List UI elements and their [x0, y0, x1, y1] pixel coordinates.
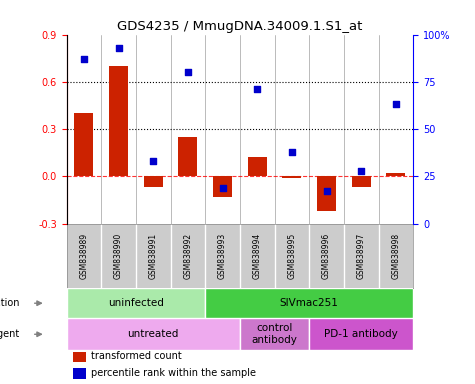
Point: [149, 158, 157, 164]
Point: [80, 56, 88, 62]
Point: [323, 189, 331, 195]
Bar: [109, 66, 128, 176]
Bar: [213, 176, 232, 197]
Point: [358, 167, 365, 174]
Text: uninfected: uninfected: [108, 298, 164, 308]
Bar: [247, 157, 267, 176]
Text: SIVmac251: SIVmac251: [280, 298, 339, 308]
Bar: [352, 176, 371, 187]
Text: GSM838991: GSM838991: [149, 233, 158, 279]
Text: percentile rank within the sample: percentile rank within the sample: [91, 368, 256, 378]
Bar: [386, 173, 406, 176]
Point: [254, 86, 261, 93]
Text: GSM838997: GSM838997: [357, 233, 366, 279]
Bar: [178, 137, 198, 176]
Bar: [66, 318, 240, 351]
Text: GSM838990: GSM838990: [114, 233, 123, 279]
Text: PD-1 antibody: PD-1 antibody: [324, 329, 398, 339]
Text: GSM838995: GSM838995: [287, 233, 296, 279]
Text: GSM838998: GSM838998: [391, 233, 400, 279]
Bar: [317, 176, 336, 211]
Text: GSM838992: GSM838992: [183, 233, 192, 279]
Bar: [143, 176, 163, 187]
Point: [218, 185, 227, 191]
Text: transformed count: transformed count: [91, 351, 181, 361]
Bar: [74, 368, 86, 379]
Text: GSM838993: GSM838993: [218, 233, 227, 279]
Bar: [205, 288, 413, 318]
Point: [184, 69, 192, 75]
Point: [392, 101, 400, 108]
Title: GDS4235 / MmugDNA.34009.1.S1_at: GDS4235 / MmugDNA.34009.1.S1_at: [117, 20, 362, 33]
Point: [288, 149, 295, 155]
Text: infection: infection: [0, 298, 19, 308]
Text: GSM838994: GSM838994: [253, 233, 262, 279]
Text: GSM838989: GSM838989: [79, 233, 88, 279]
Text: untreated: untreated: [127, 329, 179, 339]
Bar: [282, 176, 302, 178]
Bar: [309, 318, 413, 351]
Text: control
antibody: control antibody: [252, 323, 297, 345]
Point: [115, 45, 123, 51]
Text: GSM838996: GSM838996: [322, 233, 331, 279]
Bar: [240, 318, 309, 351]
Bar: [66, 288, 205, 318]
Bar: [74, 352, 86, 362]
Bar: [74, 113, 94, 176]
Text: agent: agent: [0, 329, 19, 339]
